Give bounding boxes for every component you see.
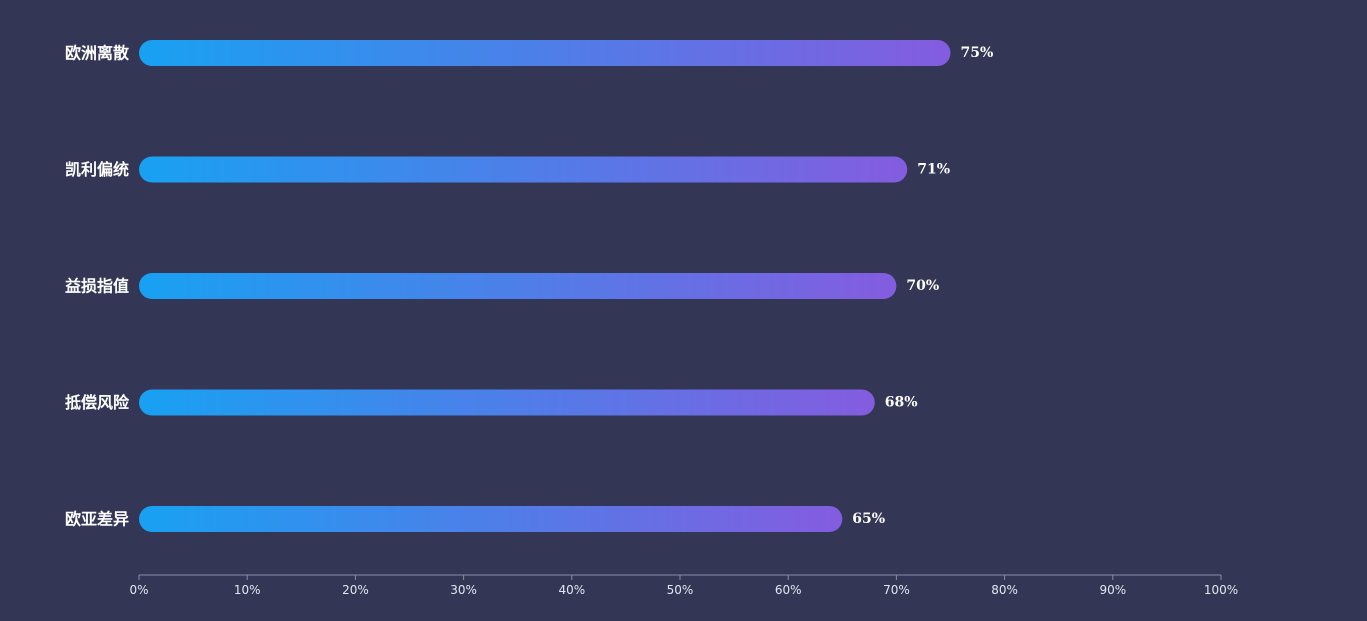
category-label: 欧亚差异: [65, 510, 129, 529]
x-tick-label: 90%: [1099, 583, 1126, 597]
category-label: 益损指值: [65, 277, 129, 296]
x-tick-label: 40%: [558, 583, 585, 597]
value-label: 70%: [906, 278, 939, 294]
x-tick-label: 80%: [991, 583, 1018, 597]
x-tick-label: 100%: [1204, 583, 1238, 597]
x-tick-label: 10%: [234, 583, 261, 597]
x-axis: 0% 10% 20% 30% 40% 50% 60% 70% 80% 90% 100%: [129, 574, 1238, 597]
bar: [139, 156, 908, 183]
x-tick-label: 70%: [883, 583, 910, 597]
bar: [139, 40, 951, 66]
category-label: 抵偿风险: [65, 393, 130, 412]
value-label: 65%: [852, 511, 885, 527]
x-tick-label: 50%: [667, 583, 694, 597]
category-label: 欧洲离散: [65, 44, 130, 63]
bar: [139, 389, 875, 416]
category-label: 凯利偏统: [65, 160, 129, 179]
value-label: 75%: [961, 45, 994, 61]
x-tick-label: 60%: [775, 583, 802, 597]
value-label: 71%: [917, 162, 950, 178]
bar: [139, 506, 843, 532]
x-tick-label: 30%: [450, 583, 477, 597]
value-label: 68%: [885, 395, 918, 411]
x-tick-label: 0%: [129, 583, 148, 597]
bars-group: 欧洲离散 75% 凯利偏统 71% 益损指值 70% 抵偿风险 68% 欧亚差异 65%: [65, 40, 993, 532]
x-tick-label: 20%: [342, 583, 369, 597]
bar: [139, 273, 897, 299]
